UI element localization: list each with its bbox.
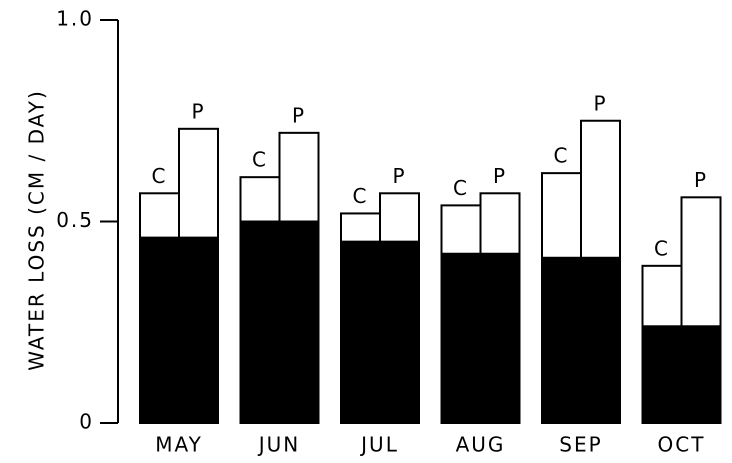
bar-segment — [278, 131, 320, 223]
bar-label: C — [453, 176, 469, 200]
bar-label: P — [392, 164, 406, 188]
bar-label: C — [252, 148, 268, 172]
base-bar — [541, 256, 621, 424]
bar-segment — [479, 192, 521, 255]
bar-segment — [379, 192, 420, 243]
x-tick-label: JUL — [359, 433, 399, 457]
y-tick-label: 1.0 — [56, 7, 94, 31]
bar-label: P — [292, 103, 306, 127]
bar-segment — [178, 127, 219, 239]
x-tick-label: MAY — [155, 433, 203, 457]
y-tick-label: 0.5 — [56, 208, 94, 232]
bar-segment — [541, 172, 582, 259]
bar-label: C — [554, 144, 570, 168]
x-tick-label: AUG — [456, 433, 506, 457]
bar-segment — [680, 196, 722, 328]
bar-label: P — [593, 91, 607, 115]
bar-label: P — [191, 99, 205, 123]
bar-label: P — [493, 164, 507, 188]
y-tick-label: 0 — [79, 410, 94, 434]
bar-label: C — [152, 164, 168, 188]
bar-segment — [641, 264, 683, 328]
base-bar — [340, 240, 420, 424]
x-tick-label: JUN — [257, 433, 301, 457]
bar-segment — [340, 212, 381, 243]
bar-segment — [580, 119, 621, 259]
bar-label: C — [654, 236, 670, 260]
bar-segment — [139, 192, 180, 239]
base-bar — [641, 325, 722, 424]
bar-segment — [440, 204, 482, 255]
base-bar — [440, 252, 521, 424]
base-bar — [139, 236, 219, 424]
x-tick-label: OCT — [658, 433, 706, 457]
y-axis-label: WATER LOSS (CM / DAY) — [25, 89, 49, 371]
base-bar — [239, 220, 320, 424]
x-tick-label: SEP — [559, 433, 602, 457]
bar-label: P — [694, 168, 708, 192]
bar-segment — [239, 176, 281, 223]
bar-label: C — [353, 184, 369, 208]
